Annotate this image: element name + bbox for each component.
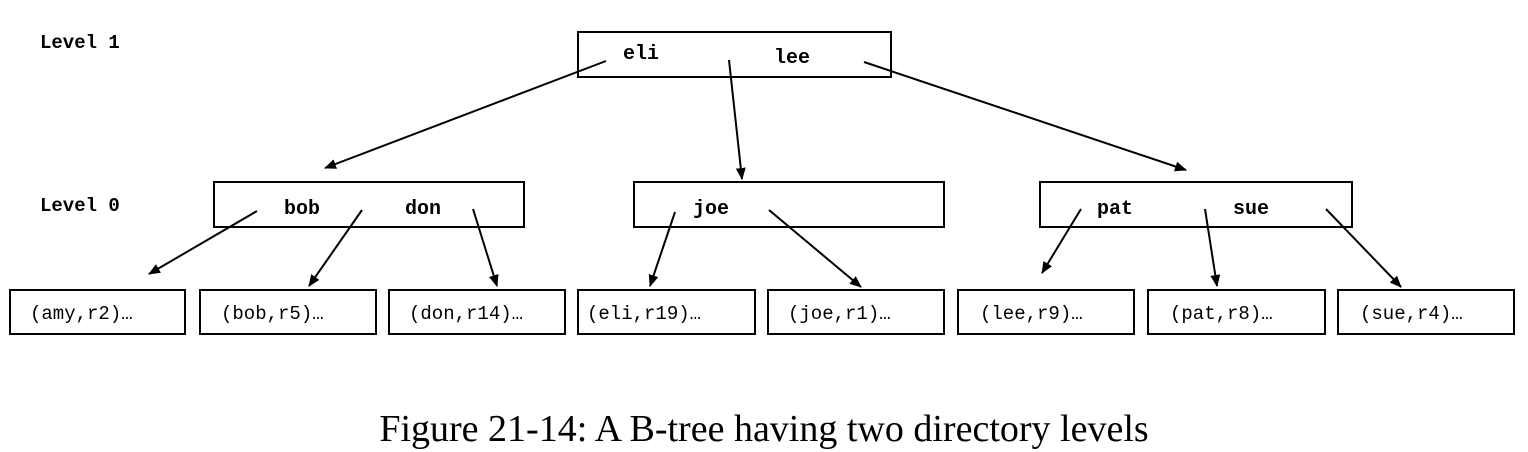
leaf-label: (amy,r2)…	[30, 303, 133, 325]
leaf-block-eli: (eli,r19)…	[577, 289, 756, 335]
leaf-block-sue: (sue,r4)…	[1337, 289, 1515, 335]
leaf-block-box	[1147, 289, 1326, 335]
directory-key-don: don	[405, 198, 441, 221]
leaf-block-box	[1337, 289, 1515, 335]
directory-node-box	[1039, 181, 1353, 228]
figure-caption: Figure 21-14: A B-tree having two direct…	[379, 408, 1148, 450]
leaf-block-pat: (pat,r8)…	[1147, 289, 1326, 335]
leaf-label: (pat,r8)…	[1170, 303, 1273, 325]
directory-node-joe: joe	[633, 181, 945, 228]
pointer-arrow-to-joe-leaf	[768, 209, 862, 288]
pointer-arrow-to-lee-leaf	[1041, 208, 1082, 274]
leaf-block-box	[388, 289, 566, 335]
pointer-arrow-root-to-joe	[728, 59, 746, 180]
leaf-block-box	[9, 289, 186, 335]
root-key-lee: lee	[774, 47, 810, 70]
leaf-label: (eli,r19)…	[587, 303, 701, 325]
pointer-arrow-to-amy-leaf	[148, 210, 258, 275]
leaf-label: (sue,r4)…	[1360, 303, 1463, 325]
leaf-label: (lee,r9)…	[980, 303, 1083, 325]
leaf-block-box	[957, 289, 1135, 335]
leaf-block-don: (don,r14)…	[388, 289, 566, 335]
pointer-arrow-to-eli-leaf	[648, 211, 676, 287]
directory-node-box	[213, 181, 525, 228]
pointer-arrow-root-to-pat-sue	[863, 61, 1187, 172]
leaf-block-box	[199, 289, 377, 335]
directory-node-pat-sue: pat sue	[1039, 181, 1353, 228]
directory-key-bob: bob	[284, 198, 320, 221]
directory-key-pat: pat	[1097, 198, 1133, 221]
root-node: eli lee	[577, 31, 892, 78]
level-1-label: Level 1	[40, 32, 120, 54]
leaf-label: (joe,r1)…	[788, 303, 891, 325]
leaf-block-bob: (bob,r5)…	[199, 289, 377, 335]
leaf-block-amy: (amy,r2)…	[9, 289, 186, 335]
leaf-block-box	[767, 289, 945, 335]
root-node-box	[577, 31, 892, 78]
pointer-arrow-to-don-leaf	[472, 208, 499, 287]
level-0-label: Level 0	[40, 195, 120, 217]
pointer-arrow-to-bob-leaf	[308, 209, 363, 287]
leaf-label: (don,r14)…	[409, 303, 523, 325]
directory-node-box	[633, 181, 945, 228]
directory-node-bob-don: bob don	[213, 181, 525, 228]
leaf-block-lee: (lee,r9)…	[957, 289, 1135, 335]
pointer-arrow-root-to-bob-don	[324, 60, 607, 169]
leaf-block-box	[577, 289, 756, 335]
directory-key-sue: sue	[1233, 198, 1269, 221]
root-key-eli: eli	[623, 43, 659, 66]
pointer-arrow-to-pat-leaf	[1204, 208, 1221, 287]
directory-key-joe: joe	[693, 198, 729, 221]
leaf-block-joe: (joe,r1)…	[767, 289, 945, 335]
leaf-label: (bob,r5)…	[221, 303, 324, 325]
pointer-arrow-to-sue-leaf	[1325, 208, 1402, 288]
